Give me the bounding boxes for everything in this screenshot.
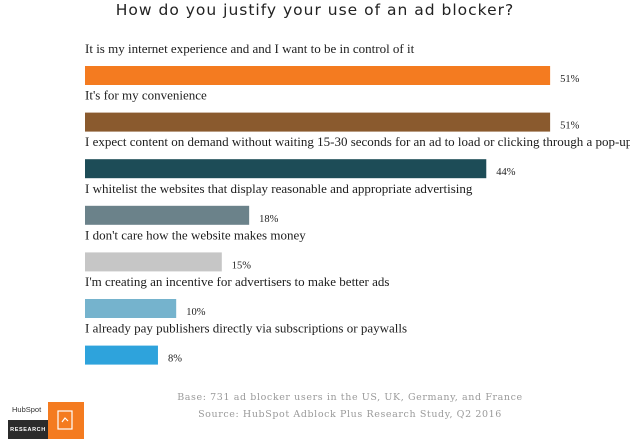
hubspot-research-logo: HubSpot RESEARCH (8, 402, 84, 439)
bar (85, 345, 158, 365)
bar (85, 112, 551, 132)
value-label: 15% (232, 260, 252, 271)
category-label: I whitelist the websites that display re… (85, 181, 473, 196)
bar (85, 205, 250, 225)
value-label: 44% (496, 167, 516, 178)
category-label: I don't care how the website makes money (85, 227, 306, 242)
footer-base: Base: 731 ad blocker users in the US, UK… (177, 392, 523, 403)
value-label: 8% (168, 354, 182, 365)
category-label: It's for my convenience (85, 88, 207, 103)
logo-orange-block (48, 402, 84, 439)
category-label: It is my internet experience and and I w… (85, 41, 415, 56)
document-icon (57, 410, 73, 430)
bar (85, 159, 487, 179)
footer-source: Source: HubSpot Adblock Plus Research St… (198, 409, 502, 420)
logo-tag: RESEARCH (8, 420, 48, 439)
value-label: 18% (259, 214, 279, 225)
value-label: 51% (560, 121, 580, 132)
value-label: 51% (560, 74, 580, 85)
category-label: I'm creating an incentive for advertiser… (85, 274, 389, 289)
bar (85, 66, 551, 85)
category-label: I already pay publishers directly via su… (85, 321, 407, 336)
bar (85, 299, 177, 318)
logo-brand: HubSpot (12, 405, 42, 414)
category-label: I expect content on demand without waiti… (85, 134, 630, 149)
value-label: 10% (186, 307, 206, 318)
bar (85, 252, 222, 272)
chart-title: How do you justify your use of an ad blo… (115, 1, 515, 19)
